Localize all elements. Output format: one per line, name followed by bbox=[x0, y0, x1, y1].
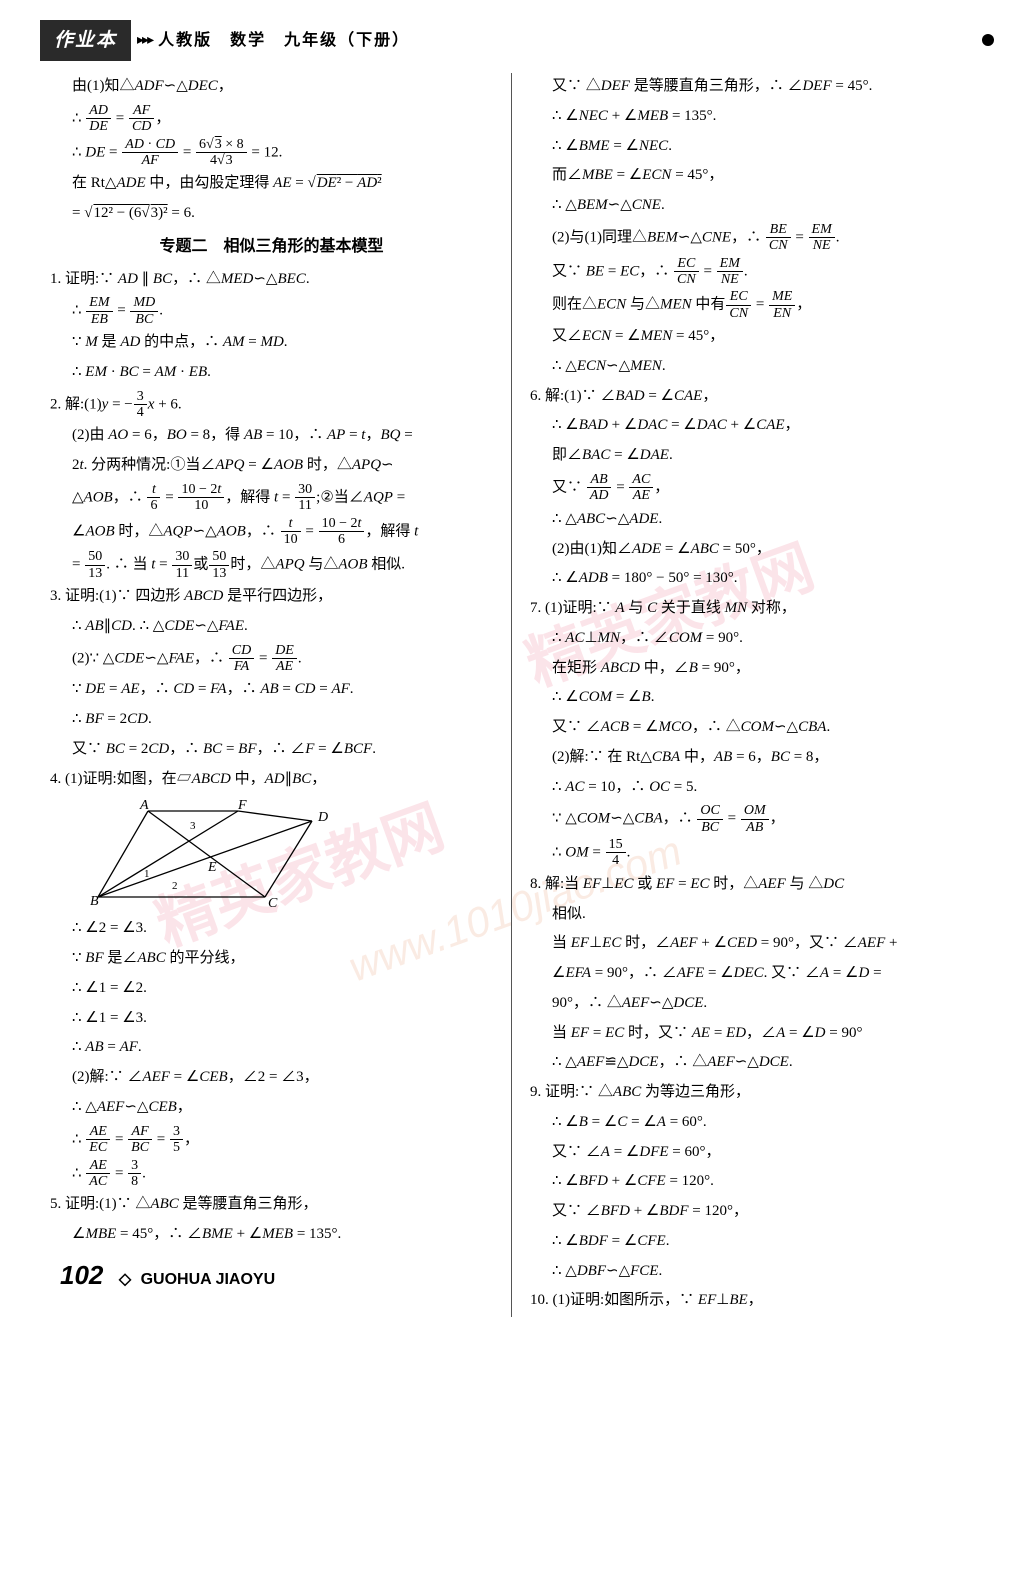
text-line: = 5013. ∴ 当 t = 3011或5013时，△APQ 与△AOB 相似… bbox=[50, 549, 493, 581]
text-line: (2)解:∵ ∠AEF = ∠CEB，∠2 = ∠3， bbox=[50, 1064, 493, 1092]
text-line: 9. 证明:∵ △ABC 为等边三角形， bbox=[530, 1079, 974, 1107]
parallelogram-diagram: 1 2 3 A F D B C E bbox=[90, 799, 493, 909]
text-line: 又∠ECN = ∠MEN = 45°， bbox=[530, 323, 974, 351]
text-line: 又∵ ABAD = ACAE， bbox=[530, 472, 974, 504]
header-subtitle: 人教版 数学 九年级（下册） bbox=[158, 26, 410, 56]
text-line: 1. 证明:∵ AD ∥ BC，∴ △MED∽△BEC. bbox=[50, 266, 493, 294]
text-line: ∴ AEAC = 38. bbox=[50, 1158, 493, 1190]
text-line: ∴ ∠BAD + ∠DAC = ∠DAC + ∠CAE， bbox=[530, 412, 974, 440]
text-line: (2)与(1)同理△BEM∽△CNE，∴ BECN = EMNE. bbox=[530, 222, 974, 254]
text-line: 相似. bbox=[530, 901, 974, 929]
text-line: ∴ △AEF≌△DCE，∴ △AEF∽△DCE. bbox=[530, 1049, 974, 1077]
text-line: 又∵ △DEF 是等腰直角三角形，∴ ∠DEF = 45°. bbox=[530, 73, 974, 101]
topic-title: 专题二 相似三角形的基本模型 bbox=[50, 232, 493, 262]
text-line: 又∵ ∠A = ∠DFE = 60°， bbox=[530, 1139, 974, 1167]
page: 作业本 ▸▸▸ 人教版 数学 九年级（下册） 精英家教网 精英家教网 www.1… bbox=[0, 0, 1024, 1317]
text-line: (2)由 AO = 6，BO = 8，得 AB = 10，∴ AP = t，BQ… bbox=[50, 422, 493, 450]
text-line: ∴ ∠COM = ∠B. bbox=[530, 684, 974, 712]
text-line: ∠AOB 时，△AQP∽△AOB，∴ t10 = 10 − 2t6，解得 t bbox=[50, 516, 493, 548]
text-line: ∴ AEEC = AFBC = 35， bbox=[50, 1124, 493, 1156]
text-line: 5. 证明:(1)∵ △ABC 是等腰直角三角形， bbox=[50, 1191, 493, 1219]
text-line: ∴ △BEM∽△CNE. bbox=[530, 192, 974, 220]
text-line: ∴ EM · BC = AM · EB. bbox=[50, 359, 493, 387]
text-line: 当 EF⊥EC 时，∠AEF + ∠CED = 90°，又∵ ∠AEF + bbox=[530, 930, 974, 958]
text-line: ∠EFA = 90°，∴ ∠AFE = ∠DEC. 又∵ ∠A = ∠D = bbox=[530, 960, 974, 988]
svg-text:2: 2 bbox=[172, 880, 178, 892]
text-line: (2)∵ △CDE∽△FAE，∴ CDFA = DEAE. bbox=[50, 643, 493, 675]
text-line: 8. 解:当 EF⊥EC 或 EF = EC 时，△AEF 与 △DC bbox=[530, 871, 974, 899]
text-line: ∴ ∠NEC + ∠MEB = 135°. bbox=[530, 103, 974, 131]
text-line: 6. 解:(1)∵ ∠BAD = ∠CAE， bbox=[530, 383, 974, 411]
svg-text:A: A bbox=[139, 799, 149, 813]
text-line: 2. 解:(1)y = −34x + 6. bbox=[50, 389, 493, 421]
text-line: ∵ BF 是∠ABC 的平分线， bbox=[50, 945, 493, 973]
text-line: ∴ ∠2 = ∠3. bbox=[50, 915, 493, 943]
left-column: 由(1)知△ADF∽△DEC，∴ ADDE = AFCD，∴ DE = AD ·… bbox=[40, 73, 512, 1317]
text-line: ∴ ADDE = AFCD， bbox=[50, 103, 493, 135]
text-line: ∴ ∠BDF = ∠CFE. bbox=[530, 1228, 974, 1256]
content-columns: 由(1)知△ADF∽△DEC，∴ ADDE = AFCD，∴ DE = AD ·… bbox=[40, 73, 984, 1317]
footer-brand: GUOHUA JIAOYU bbox=[141, 1271, 276, 1288]
text-line: 由(1)知△ADF∽△DEC， bbox=[50, 73, 493, 101]
text-line: △AOB，∴ t6 = 10 − 2t10，解得 t = 3011;②当∠AQP… bbox=[50, 482, 493, 514]
svg-text:1: 1 bbox=[144, 868, 150, 880]
svg-text:F: F bbox=[237, 799, 247, 813]
text-line: ∴ AB∥CD. ∴ △CDE∽△FAE. bbox=[50, 613, 493, 641]
text-line: ∴ ∠B = ∠C = ∠A = 60°. bbox=[530, 1109, 974, 1137]
svg-text:C: C bbox=[268, 896, 278, 909]
text-line: 又∵ BC = 2CD，∴ BC = BF，∴ ∠F = ∠BCF. bbox=[50, 736, 493, 764]
footer-diamond-icon: ◇ bbox=[119, 1271, 131, 1288]
text-line: ∴ EMEB = MDBC. bbox=[50, 295, 493, 327]
text-line: 在矩形 ABCD 中，∠B = 90°， bbox=[530, 655, 974, 683]
text-line: ∴ ∠ADB = 180° − 50° = 130°. bbox=[530, 565, 974, 593]
page-footer: 102 ◇ GUOHUA JIAOYU bbox=[60, 1251, 275, 1299]
header-dot bbox=[982, 34, 994, 46]
text-line: (2)解:∵ 在 Rt△CBA 中，AB = 6，BC = 8， bbox=[530, 744, 974, 772]
text-line: ∴ △ABC∽△ADE. bbox=[530, 506, 974, 534]
header-arrows: ▸▸▸ bbox=[137, 28, 152, 54]
text-line: ∴ △AEF∽△CEB， bbox=[50, 1094, 493, 1122]
text-line: ∵ △COM∽△CBA，∴ OCBC = OMAB， bbox=[530, 803, 974, 835]
text-line: 则在△ECN 与△MEN 中有ECCN = MEEN， bbox=[530, 289, 974, 321]
page-number: 102 bbox=[60, 1260, 103, 1290]
text-line: ∴ ∠BME = ∠NEC. bbox=[530, 133, 974, 161]
text-line: ∴ ∠1 = ∠3. bbox=[50, 1005, 493, 1033]
text-line: 3. 证明:(1)∵ 四边形 ABCD 是平行四边形， bbox=[50, 583, 493, 611]
text-line: 10. (1)证明:如图所示，∵ EF⊥BE， bbox=[530, 1287, 974, 1315]
svg-text:D: D bbox=[317, 810, 328, 825]
svg-text:3: 3 bbox=[190, 820, 196, 832]
right-column: 又∵ △DEF 是等腰直角三角形，∴ ∠DEF = 45°.∴ ∠NEC + ∠… bbox=[512, 73, 984, 1317]
text-line: 当 EF = EC 时，又∵ AE = ED，∠A = ∠D = 90° bbox=[530, 1020, 974, 1048]
text-line: ∴ △ECN∽△MEN. bbox=[530, 353, 974, 381]
text-line: ∵ M 是 AD 的中点，∴ AM = MD. bbox=[50, 329, 493, 357]
page-header: 作业本 ▸▸▸ 人教版 数学 九年级（下册） bbox=[40, 20, 984, 61]
text-line: ∴ AC = 10，∴ OC = 5. bbox=[530, 774, 974, 802]
text-line: ∴ DE = AD · CDAF = 6√3 × 84√3 = 12. bbox=[50, 137, 493, 169]
text-line: ∴ AB = AF. bbox=[50, 1034, 493, 1062]
text-line: ∴ BF = 2CD. bbox=[50, 706, 493, 734]
text-line: 90°，∴ △AEF∽△DCE. bbox=[530, 990, 974, 1018]
text-line: ∴ ∠1 = ∠2. bbox=[50, 975, 493, 1003]
text-line: 而∠MBE = ∠ECN = 45°， bbox=[530, 162, 974, 190]
text-line: ∴ ∠BFD + ∠CFE = 120°. bbox=[530, 1168, 974, 1196]
text-line: 2t. 分两种情况:①当∠APQ = ∠AOB 时，△APQ∽ bbox=[50, 452, 493, 480]
text-line: ∠MBE = 45°，∴ ∠BME + ∠MEB = 135°. bbox=[50, 1221, 493, 1249]
header-badge: 作业本 bbox=[40, 20, 131, 61]
text-line: ∴ OM = 154. bbox=[530, 837, 974, 869]
text-line: ∴ △DBF∽△FCE. bbox=[530, 1258, 974, 1286]
text-line: 又∵ ∠ACB = ∠MCO，∴ △COM∽△CBA. bbox=[530, 714, 974, 742]
text-line: 又∵ ∠BFD + ∠BDF = 120°， bbox=[530, 1198, 974, 1226]
text-line: 在 Rt△ADE 中，由勾股定理得 AE = √DE² − AD² bbox=[50, 170, 493, 198]
text-line: 4. (1)证明:如图，在▱ABCD 中，AD∥BC， bbox=[50, 766, 493, 794]
text-line: 又∵ BE = EC，∴ ECCN = EMNE. bbox=[530, 256, 974, 288]
text-line: 7. (1)证明:∵ A 与 C 关于直线 MN 对称， bbox=[530, 595, 974, 623]
text-line: ∵ DE = AE，∴ CD = FA，∴ AB = CD = AF. bbox=[50, 676, 493, 704]
text-line: 即∠BAC = ∠DAE. bbox=[530, 442, 974, 470]
svg-text:E: E bbox=[207, 860, 217, 875]
text-line: (2)由(1)知∠ADE = ∠ABC = 50°， bbox=[530, 536, 974, 564]
text-line: ∴ AC⊥MN，∴ ∠COM = 90°. bbox=[530, 625, 974, 653]
svg-text:B: B bbox=[90, 894, 99, 909]
text-line: = √12² − (6√3)² = 6. bbox=[50, 200, 493, 228]
